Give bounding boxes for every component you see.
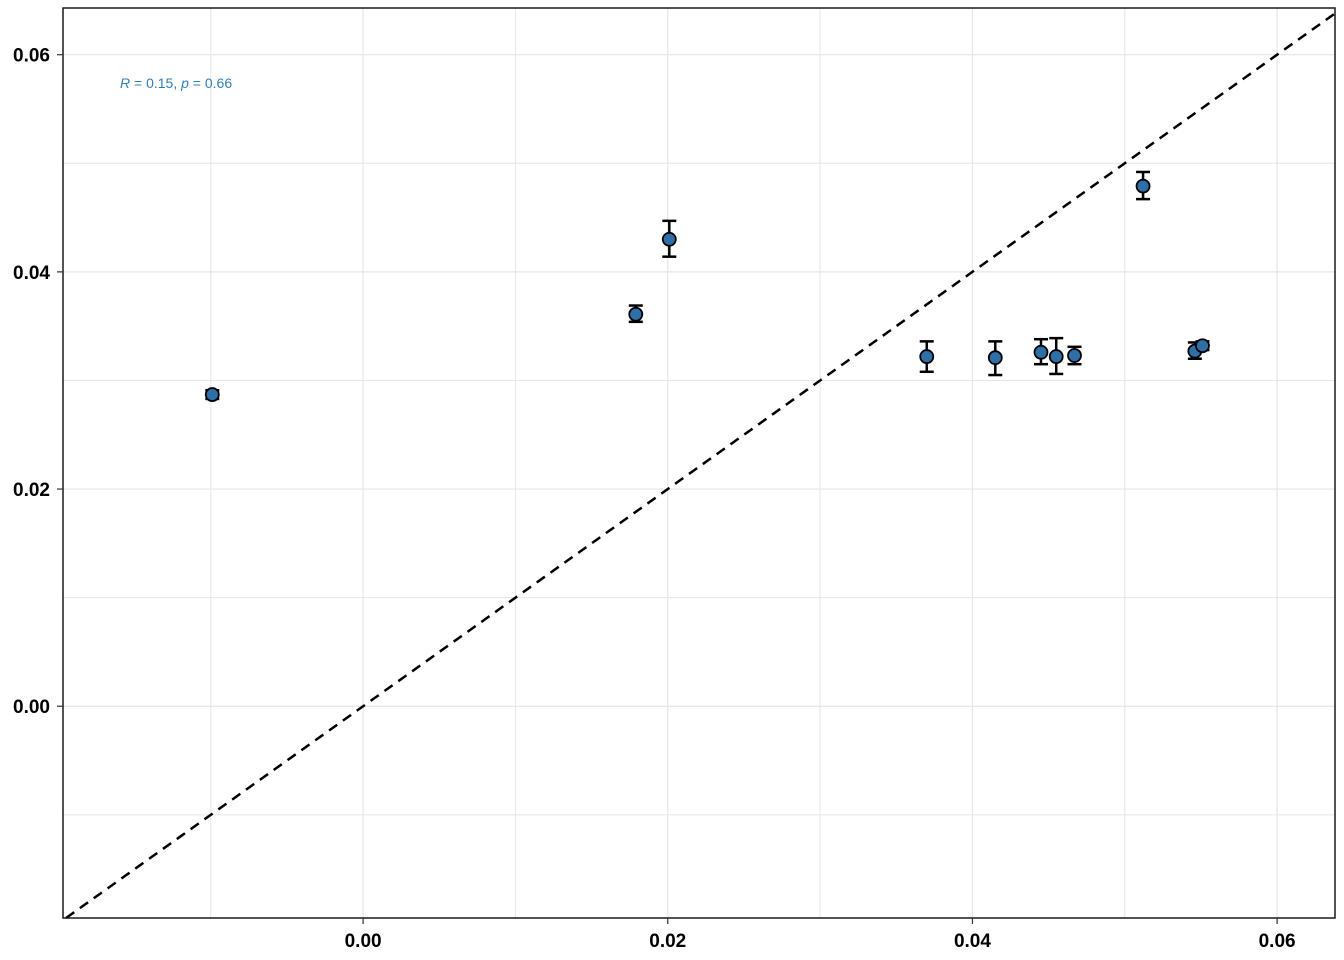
y-tick-label: 0.02: [13, 480, 50, 501]
data-point: [919, 349, 935, 364]
data-point: [628, 306, 644, 322]
reference-line: [65, 12, 1336, 920]
r-value: = 0.15,: [130, 75, 181, 91]
data-point: [1033, 344, 1049, 360]
grid: [63, 8, 1335, 918]
data-point: [204, 387, 220, 402]
y-tick-label: 0.00: [13, 697, 50, 718]
y-tick-label: 0.06: [13, 46, 50, 67]
correlation-annotation: R = 0.15, p = 0.66: [120, 75, 232, 91]
data-point: [661, 231, 677, 247]
p-value: = 0.66: [189, 75, 232, 91]
x-tick-label: 0.02: [649, 931, 686, 952]
data-point: [1135, 178, 1151, 194]
y-tick-label: 0.04: [13, 263, 50, 284]
data-point: [1067, 348, 1082, 363]
x-tick-label: 0.06: [1259, 931, 1296, 952]
plot-panel-border: [62, 7, 1336, 919]
data-point: [1048, 349, 1064, 364]
y-axis: 0.00 0.02 0.04 0.06: [13, 46, 63, 718]
data-point: [1195, 338, 1210, 354]
x-tick-label: 0.04: [954, 931, 991, 952]
data-point: [987, 350, 1003, 366]
x-axis: 0.00 0.02 0.04 0.06: [345, 918, 1296, 952]
r-label: R: [120, 75, 130, 91]
data-points: [204, 178, 1210, 402]
p-label: p: [180, 75, 189, 91]
error-bars: [205, 170, 1210, 401]
x-tick-label: 0.00: [345, 931, 382, 952]
reference-line-group: [65, 12, 1336, 920]
